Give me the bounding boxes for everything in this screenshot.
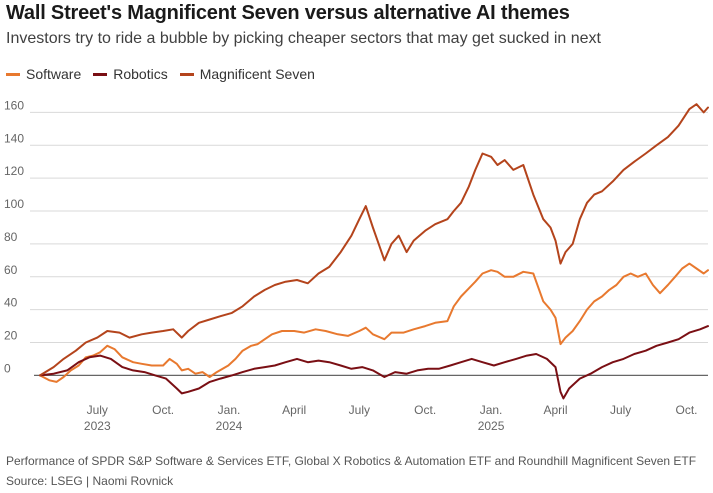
legend-label-software: Software (26, 66, 82, 82)
y-tick-label: 160 (4, 98, 24, 112)
y-tick-label: 40 (4, 296, 18, 310)
x-tick-label: Jan. (480, 403, 503, 417)
x-tick-year-label: 2023 (84, 419, 111, 433)
y-tick-label: 100 (4, 197, 24, 211)
y-tick-label: 20 (4, 328, 18, 342)
series-line-robotics (39, 325, 709, 400)
series-line-magnificent-seven (39, 103, 709, 377)
y-tick-label: 60 (4, 263, 18, 277)
x-tick-label: Oct. (676, 403, 698, 417)
y-tick-label: 140 (4, 131, 24, 145)
legend-item-software: Software (6, 66, 81, 82)
legend-swatch-software (6, 72, 20, 76)
series-line-software (39, 262, 709, 383)
legend-item-magnificent-seven: Magnificent Seven (179, 66, 315, 82)
chart-title: Wall Street's Magnificent Seven versus a… (6, 2, 570, 24)
series-lines (39, 103, 709, 400)
legend-label-magnificent-seven: Magnificent Seven (199, 66, 315, 82)
legend-item-robotics: Robotics (93, 66, 168, 82)
x-tick-label: Oct. (152, 403, 174, 417)
x-tick-year-label: 2024 (216, 419, 243, 433)
legend-swatch-magnificent-seven (179, 72, 194, 76)
x-tick-label: July (349, 403, 370, 417)
legend-label-robotics: Robotics (113, 66, 168, 82)
x-tick-label: Jan. (218, 403, 241, 417)
chart-subtitle: Investors try to ride a bubble by pickin… (6, 30, 601, 47)
grid-lines (30, 111, 708, 376)
x-tick-year-label: 2025 (478, 419, 505, 433)
y-tick-label: 120 (4, 164, 24, 178)
x-tick-label: July (610, 403, 631, 417)
y-tick-label: 80 (4, 230, 18, 244)
x-tick-label: April (282, 403, 306, 417)
x-tick-label: April (543, 403, 567, 417)
x-axis-labels: July 2023 Oct. Jan. 2024 April July Oct. Jan. 202… (84, 403, 698, 433)
legend-swatch-robotics (93, 72, 108, 76)
y-axis-labels: 0 20 40 60 80 100 120 140 160 (4, 98, 24, 375)
chart-source: Source: LSEG | Naomi Rovnick (6, 474, 174, 488)
x-tick-label: July (87, 403, 108, 417)
x-tick-label: Oct. (414, 403, 436, 417)
y-tick-label: 0 (4, 361, 11, 375)
legend: Software Robotics Magnificent Seven (6, 66, 327, 82)
chart-footnote: Performance of SPDR S&P Software & Servi… (6, 454, 697, 468)
